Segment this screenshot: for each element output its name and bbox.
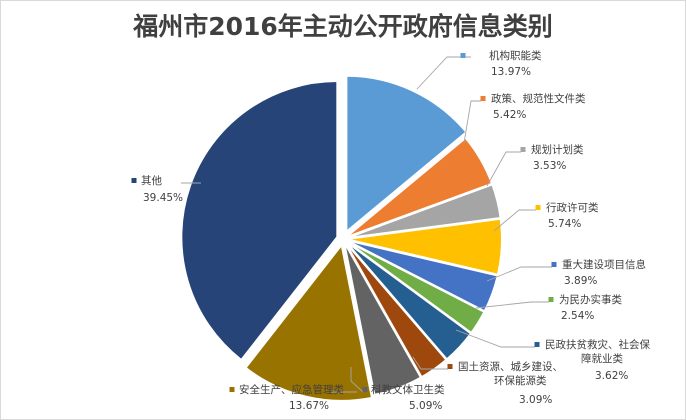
pie-slice: [345, 74, 468, 234]
slice-value-label: 2.54%: [561, 310, 594, 322]
slice-value-label: 3.09%: [519, 394, 552, 406]
leader-line: [455, 329, 535, 348]
label-color-marker: [229, 387, 235, 392]
label-color-marker: [520, 147, 526, 152]
leader-line: [463, 100, 481, 144]
slice-name-label: 科教文体卫生类: [371, 383, 445, 396]
pie-slice: [244, 242, 374, 402]
pie-slice: [343, 241, 423, 397]
label-color-marker: [460, 53, 466, 58]
slice-value-label: 3.89%: [564, 275, 597, 287]
slice-name-label: 机构职能类: [489, 49, 542, 62]
slice-value-label: 3.62%: [595, 370, 628, 382]
leader-line: [493, 209, 536, 232]
label-color-marker: [480, 96, 486, 101]
label-color-marker: [534, 342, 540, 347]
slice-name-label: 国土资源、城乡建设、环保能源类: [458, 360, 563, 387]
slice-value-label: 13.97%: [491, 66, 531, 78]
slice-name-label: 政策、规范性文件类: [491, 92, 586, 105]
leader-line: [486, 266, 552, 282]
leader-line: [412, 356, 448, 370]
leader-line: [486, 151, 521, 187]
slice-name-label: 重大建设项目信息: [562, 258, 646, 271]
slice-name-label: 安全生产、应急管理类: [239, 383, 344, 396]
slice-value-label: 5.42%: [493, 109, 526, 121]
label-color-marker: [362, 387, 368, 392]
pie-slice: [180, 80, 339, 362]
slice-name-label: 为民办实事类: [559, 293, 622, 306]
leader-line: [475, 301, 549, 309]
slice-name-label: 民政扶贫救灾、社会保障就业类: [545, 338, 650, 365]
slice-name-label: 其他: [141, 174, 162, 187]
slice-value-label: 3.53%: [533, 160, 566, 172]
label-color-marker: [548, 297, 554, 302]
slice-value-label: 39.45%: [143, 192, 183, 204]
label-color-marker: [447, 364, 453, 369]
label-color-marker: [535, 205, 541, 210]
chart-title: 福州市2016年主动公开政府信息类别: [133, 12, 553, 41]
slice-name-label: 行政许可类: [546, 201, 599, 214]
slice-name-label: 规划计划类: [531, 143, 584, 156]
slice-value-label: 5.09%: [409, 400, 442, 412]
slice-value-label: 13.67%: [289, 400, 329, 412]
label-color-marker: [131, 178, 137, 183]
slice-value-label: 5.74%: [548, 218, 581, 230]
label-color-marker: [551, 262, 557, 267]
leader-line: [416, 56, 471, 90]
leader-line: [350, 367, 364, 393]
